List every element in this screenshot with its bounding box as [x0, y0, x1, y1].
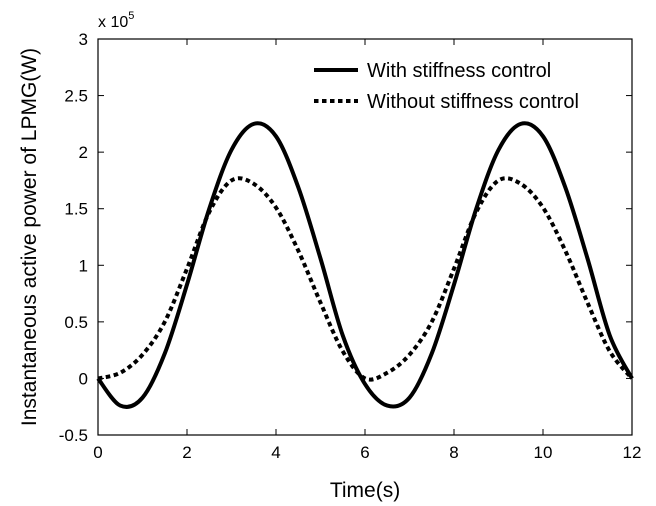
series-line-without-stiffness-control [97, 176, 634, 382]
series-line-with-stiffness-control [96, 121, 634, 409]
x-tick-label: 10 [534, 443, 553, 462]
y-tick-label: 2 [79, 143, 88, 162]
y-tick-label: 0 [79, 369, 88, 388]
x-axis-title: Time(s) [330, 479, 400, 502]
y-tick-label: 0.5 [64, 313, 88, 332]
legend: With stiffness control Without stiffness… [314, 60, 579, 113]
x-tick-label: 0 [93, 443, 102, 462]
y-tick-label: -0.5 [59, 426, 88, 445]
x-tick-label: 2 [182, 443, 191, 462]
plot-area [97, 38, 633, 436]
y-tick-label: 2.5 [64, 87, 88, 106]
y-tick-label: 1.5 [64, 200, 88, 219]
x-tick-label: 8 [449, 443, 458, 462]
axis-ticks: 0 2 4 6 8 10 12 -0.5 0 0.5 1 1.5 2 2.5 3 [59, 30, 642, 462]
legend-label-with-control: With stiffness control [367, 60, 551, 82]
y-multiplier-label: x 105 [98, 10, 134, 31]
x-tick-label: 6 [360, 443, 369, 462]
legend-label-without-control: Without stiffness control [367, 91, 579, 113]
y-tick-label: 3 [79, 30, 88, 49]
x-tick-label: 12 [623, 443, 642, 462]
y-tick-label: 1 [79, 256, 88, 275]
y-axis-title: Instantaneous active power of LPMG(W) [18, 48, 41, 426]
x-tick-label: 4 [271, 443, 280, 462]
series-layer [96, 121, 634, 409]
